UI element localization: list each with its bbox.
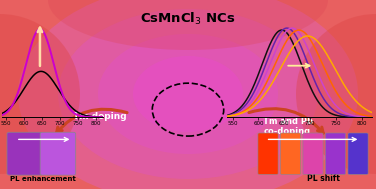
- Text: PL enhancement: PL enhancement: [10, 176, 76, 182]
- Ellipse shape: [48, 0, 328, 50]
- FancyBboxPatch shape: [7, 132, 42, 175]
- FancyBboxPatch shape: [40, 132, 76, 175]
- Text: CsMnCl$_3$ NCs: CsMnCl$_3$ NCs: [140, 11, 236, 27]
- Ellipse shape: [18, 0, 358, 189]
- Ellipse shape: [98, 34, 278, 154]
- FancyBboxPatch shape: [258, 133, 278, 174]
- Ellipse shape: [133, 56, 243, 132]
- FancyBboxPatch shape: [326, 133, 346, 174]
- Ellipse shape: [58, 9, 318, 179]
- FancyBboxPatch shape: [348, 133, 368, 174]
- FancyBboxPatch shape: [303, 133, 323, 174]
- Ellipse shape: [296, 14, 376, 174]
- Ellipse shape: [0, 14, 80, 174]
- Text: Tm doping: Tm doping: [73, 112, 126, 121]
- Text: Tm and Pb
co-doping: Tm and Pb co-doping: [263, 117, 312, 136]
- FancyBboxPatch shape: [280, 133, 300, 174]
- Text: PL shift: PL shift: [307, 174, 340, 183]
